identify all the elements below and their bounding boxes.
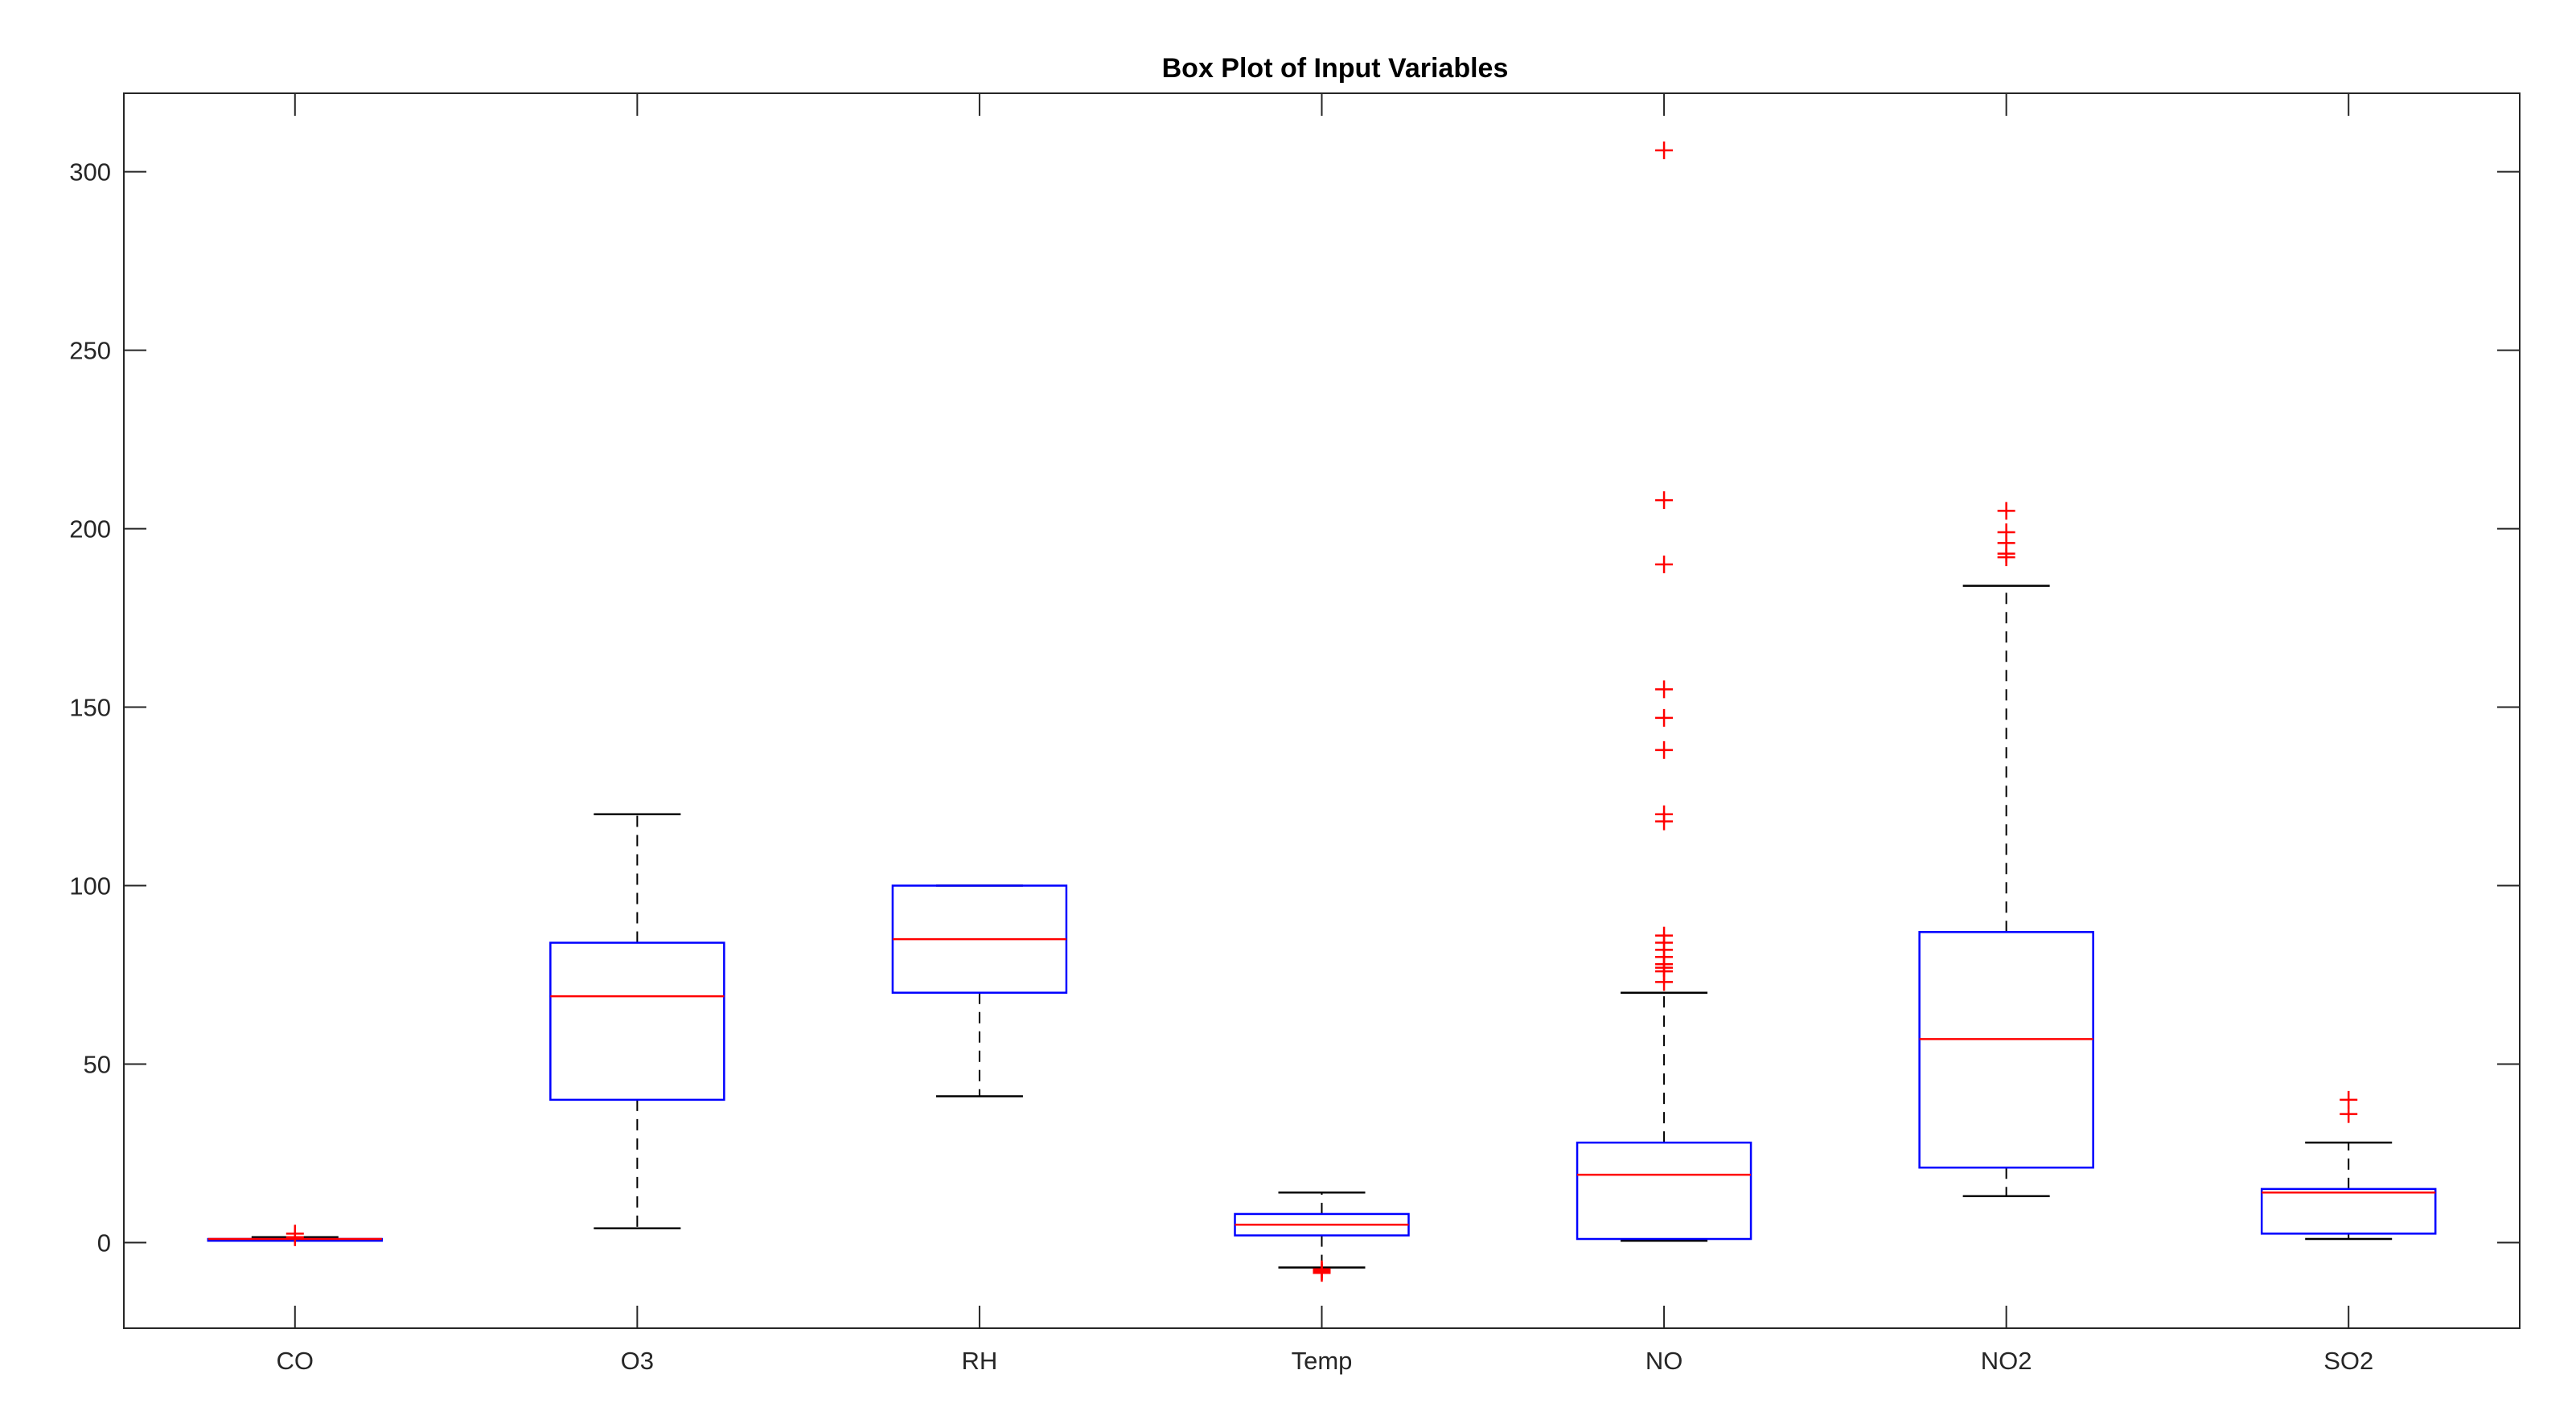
x-tick-label: O3 [621,1347,654,1375]
boxes [207,142,2437,1282]
box-o3 [549,813,725,1229]
outlier-marker [1655,708,1674,727]
axes: 0 50 100 150 200 250 300 CO O3 RH Temp NO NO2 SO2 [69,92,2521,1375]
iqr-box [1576,1141,1752,1241]
outlier-marker [1655,555,1674,573]
outlier-marker [1655,142,1674,160]
box-rh [891,884,1068,1097]
x-tick-label: NO2 [1981,1347,2032,1375]
iqr-box [1918,930,2094,1169]
box-temp [1234,1192,1410,1282]
x-tick-label: CO [277,1347,314,1375]
outlier-marker [1997,523,2015,542]
y-tick-label: 50 [84,1050,111,1078]
x-tick-label: Temp [1292,1347,1353,1375]
y-tick-label: 250 [69,337,111,365]
outlier-marker [1655,680,1674,699]
outlier-marker [286,1228,304,1246]
box-no2 [1918,502,2094,1197]
x-tick-label: NO [1645,1347,1683,1375]
outlier-marker [1655,926,1674,945]
outlier-marker [1655,491,1674,510]
iqr-box [2260,1188,2437,1235]
outlier-marker [1655,740,1674,759]
box-co [207,1224,384,1246]
x-tick-label: SO2 [2323,1347,2373,1375]
y-tick-label: 0 [97,1229,111,1257]
iqr-box [549,941,725,1101]
outlier-marker [1313,1264,1331,1282]
y-tick-label: 300 [69,158,111,187]
outlier-marker [1997,502,2015,520]
y-tick-label: 200 [69,515,111,544]
x-tick-label: RH [962,1347,998,1375]
y-tick-label: 100 [69,872,111,900]
chart-title: Box Plot of Input Variables [1162,53,1509,84]
outlier-marker [1655,805,1674,823]
box-so2 [2260,1090,2437,1241]
outlier-marker [2340,1090,2358,1109]
box-no [1576,142,1752,1242]
y-tick-label: 150 [69,694,111,722]
